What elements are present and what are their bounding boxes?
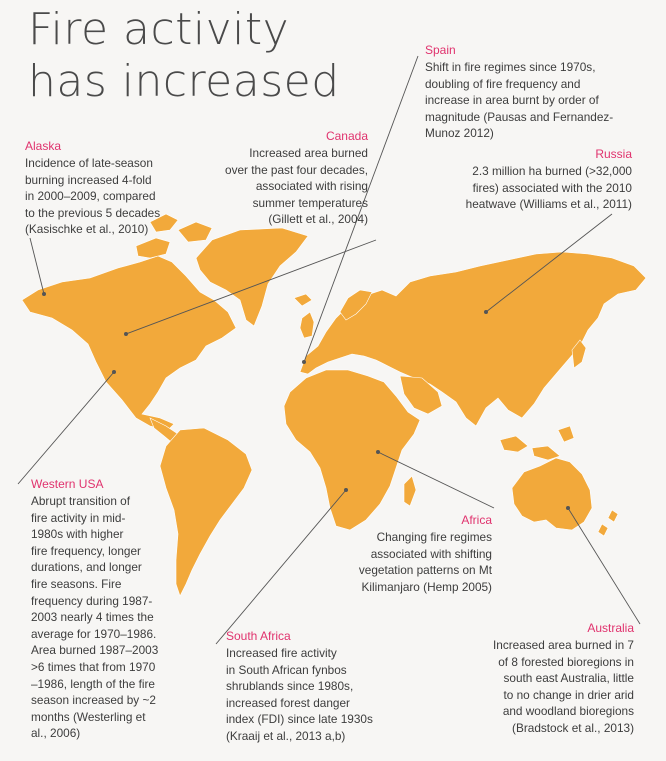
title-line-1: Fire activity: [28, 4, 290, 55]
callout-text-australia: Increased area burned in 7 of 8 forested…: [492, 638, 634, 735]
north-america-landmass: [21, 255, 237, 431]
leader-line-alaska: [29, 237, 45, 295]
scandinavia-landmass: [339, 289, 373, 321]
callout-south-africa: South Africa Increased fire activity in …: [226, 628, 408, 745]
region-label-south-africa: South Africa: [226, 629, 291, 643]
south-america-landmass: [159, 427, 253, 597]
region-label-australia: Australia: [587, 621, 634, 635]
callout-text-canada: Increased area burned over the past four…: [225, 146, 368, 227]
callout-canada: Canada Increased area burned over the pa…: [196, 128, 368, 228]
marker-alaska: [42, 292, 46, 296]
callout-text-south-africa: Increased fire activity in South African…: [226, 646, 373, 743]
leader-line-canada: [125, 239, 377, 335]
callout-australia: Australia Increased area burned in 7 of …: [448, 620, 634, 737]
japan-landmass: [571, 339, 587, 369]
region-label-russia: Russia: [595, 147, 632, 161]
marker-africa: [376, 450, 380, 454]
marker-canada: [124, 332, 128, 336]
leader-line-south-africa: [215, 489, 347, 645]
region-label-spain: Spain: [425, 43, 456, 57]
callout-text-russia: 2.3 million ha burned (>32,000 fires) as…: [465, 164, 632, 212]
leader-line-africa: [377, 451, 495, 509]
greenland-landmass: [195, 227, 309, 327]
callout-text-alaska: Incidence of late-season burning increas…: [25, 156, 161, 237]
callout-africa: Africa Changing fire regimes associated …: [310, 512, 492, 595]
australia-landmass: [511, 457, 593, 531]
arctic-islands-landmass: [135, 213, 213, 259]
madagascar-landmass: [403, 475, 417, 507]
title-line-2: has increased: [28, 56, 340, 107]
page-title: Fire activity has increased: [28, 4, 340, 108]
region-label-africa: Africa: [461, 513, 492, 527]
callout-alaska: Alaska Incidence of late-season burning …: [25, 138, 215, 238]
marker-australia: [566, 506, 570, 510]
indonesia-landmass: [499, 425, 575, 461]
region-label-canada: Canada: [325, 129, 368, 143]
callout-russia: Russia 2.3 million ha burned (>32,000 fi…: [420, 146, 632, 213]
callout-western-usa: Western USA Abrupt transition of fire ac…: [31, 476, 191, 742]
callout-text-africa: Changing fire regimes associated with sh…: [358, 530, 492, 594]
marker-russia: [484, 310, 488, 314]
region-label-alaska: Alaska: [25, 139, 62, 153]
leader-line-western-usa: [17, 371, 115, 485]
callout-spain: Spain Shift in fire regimes since 1970s,…: [425, 42, 647, 142]
eurasia-landmass: [299, 251, 647, 427]
iceland-landmass: [293, 293, 313, 307]
arabia-landmass: [399, 375, 443, 415]
region-label-western-usa: Western USA: [31, 477, 104, 491]
africa-landmass: [283, 369, 421, 531]
marker-spain: [302, 360, 306, 364]
leader-line-australia: [567, 507, 641, 625]
marker-western-usa: [112, 370, 116, 374]
callout-text-western-usa: Abrupt transition of fire activity in mi…: [31, 494, 159, 741]
marker-south-africa: [344, 488, 348, 492]
new-zealand-landmass: [597, 509, 619, 537]
leader-line-russia: [485, 213, 613, 313]
uk-landmass: [299, 311, 315, 339]
leader-line-spain: [303, 55, 419, 363]
callout-text-spain: Shift in fire regimes since 1970s, doubl…: [425, 60, 614, 141]
